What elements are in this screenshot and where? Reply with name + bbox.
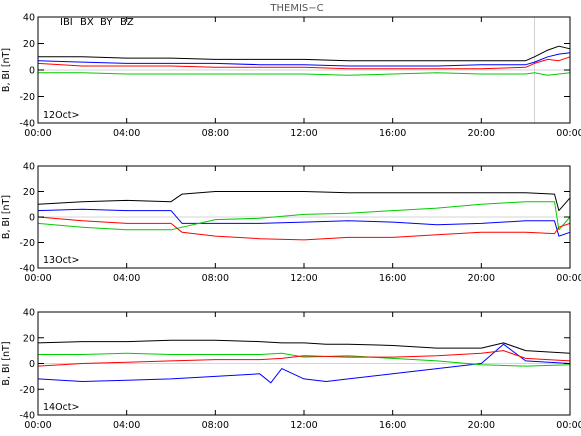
y-tick-label: -20 [19,385,35,396]
y-tick-label: 20 [23,39,35,50]
series-line-bz [37,56,571,70]
x-tick-label: 04:00 [113,128,140,139]
series-line-by [38,352,571,367]
x-tick-label: 04:00 [113,273,140,284]
x-tick-label: 12:00 [290,128,317,139]
x-tick-label: 12:00 [290,273,317,284]
series-line-by [38,72,571,76]
y-tick-label: 40 [23,308,35,319]
y-axis-title: B, BI [nT] [1,195,12,239]
figure-title: THEMIS−C [269,3,323,14]
legend-item-by: BY [100,17,113,28]
y-tick-label: -40 [19,264,35,275]
legend-item-bz: BZ [120,17,134,28]
series-line-bz [37,216,571,241]
x-tick-label: 00:00 [24,273,51,284]
date-label: 12Oct> [43,110,79,121]
y-axis-title: B, BI [nT] [1,48,12,92]
y-tick-label: 0 [29,359,35,370]
date-label: 14Oct> [43,402,79,413]
date-label: 13Oct> [43,255,79,266]
x-tick-label: 00:00 [556,273,581,284]
x-tick-label: 16:00 [379,420,406,431]
x-tick-label: 16:00 [379,128,406,139]
series-line-ibi [37,191,571,212]
x-tick-label: 08:00 [202,420,229,431]
x-tick-label: 00:00 [556,420,581,431]
y-tick-label: -40 [19,119,35,130]
series-line-ibi [38,45,571,62]
y-tick-label: -40 [19,411,35,422]
y-axis-title: B, BI [nT] [1,341,12,385]
y-tick-label: 20 [23,187,35,198]
panel-13oct: -40 -20 0 20 40 00:00 04:00 08:00 12:00 16:00 20:0… [1,162,581,285]
series-line-ibi [37,339,571,354]
x-tick-label: 08:00 [202,273,229,284]
x-tick-label: 20:00 [468,128,495,139]
y-tick-label: 0 [29,66,35,77]
x-tick-label: 00:00 [24,128,51,139]
series-line-bx [37,52,571,67]
y-tick-label: -20 [19,238,35,249]
x-tick-label: 00:00 [556,128,581,139]
y-tick-label: 40 [23,13,35,24]
y-tick-label: 40 [23,162,35,173]
panel-12oct: -40 -20 0 20 40 00:00 04:00 08:00 12:00 16:00 20:0… [1,13,581,140]
x-tick-label: 12:00 [290,420,317,431]
y-tick-label: -20 [19,92,35,103]
series-line-by [37,201,571,231]
legend: IBI BX BY BZ [60,17,134,28]
y-tick-label: 20 [23,333,35,344]
y-tick-label: 0 [29,213,35,224]
series-line-bz [37,350,571,367]
series-line-bx [37,208,571,237]
x-tick-label: 00:00 [24,420,51,431]
x-tick-label: 08:00 [202,128,229,139]
x-tick-label: 04:00 [113,420,140,431]
x-tick-label: 20:00 [468,273,495,284]
panel-14oct: -40 -20 0 20 40 00:00 04:00 08:00 12:00 16:00 20:0… [1,308,581,432]
legend-item-bx: BX [80,17,94,28]
legend-item-ibi: IBI [60,17,73,28]
x-tick-label: 16:00 [379,273,406,284]
series-line-bx [37,343,571,384]
x-tick-label: 20:00 [468,420,495,431]
